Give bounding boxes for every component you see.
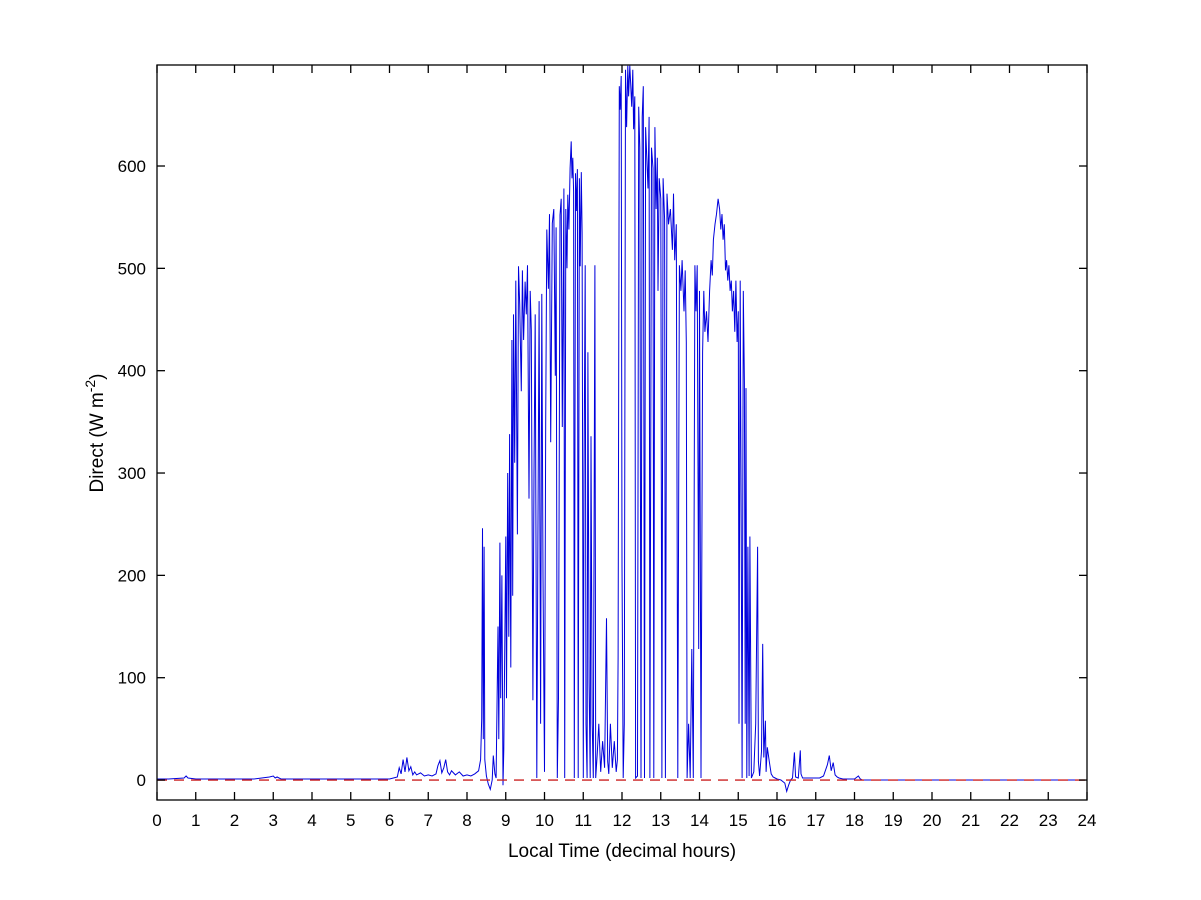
- x-tick-label: 18: [845, 811, 864, 830]
- x-tick-label: 6: [385, 811, 394, 830]
- x-tick-label: 5: [346, 811, 355, 830]
- y-tick-label: 500: [118, 259, 146, 278]
- x-tick-label: 13: [651, 811, 670, 830]
- x-tick-label: 23: [1039, 811, 1058, 830]
- x-tick-label: 12: [613, 811, 632, 830]
- x-tick-label: 14: [690, 811, 709, 830]
- y-tick-label: 100: [118, 669, 146, 688]
- x-tick-label: 8: [462, 811, 471, 830]
- x-tick-label: 3: [269, 811, 278, 830]
- y-tick-label: 0: [137, 771, 146, 790]
- x-tick-label: 11: [574, 811, 592, 830]
- y-tick-label: 300: [118, 464, 146, 483]
- x-tick-label: 20: [923, 811, 942, 830]
- direct-irradiance-line: [157, 65, 1087, 794]
- x-tick-label: 1: [191, 811, 200, 830]
- x-tick-label: 21: [961, 811, 980, 830]
- x-tick-label: 17: [806, 811, 825, 830]
- x-tick-label: 0: [152, 811, 161, 830]
- x-tick-label: 7: [424, 811, 433, 830]
- x-tick-label: 10: [535, 811, 554, 830]
- x-tick-label: 2: [230, 811, 239, 830]
- x-tick-label: 22: [1000, 811, 1019, 830]
- x-tick-label: 9: [501, 811, 510, 830]
- x-tick-label: 4: [307, 811, 316, 830]
- x-tick-label: 24: [1078, 811, 1097, 830]
- y-axis-label: Direct (W m-2): [82, 373, 108, 492]
- x-tick-label: 15: [729, 811, 748, 830]
- x-tick-label: 19: [884, 811, 903, 830]
- y-tick-label: 200: [118, 566, 146, 585]
- y-tick-label: 400: [118, 362, 146, 381]
- x-tick-label: 16: [768, 811, 787, 830]
- x-axis-label: Local Time (decimal hours): [508, 841, 736, 862]
- y-tick-label: 600: [118, 157, 146, 176]
